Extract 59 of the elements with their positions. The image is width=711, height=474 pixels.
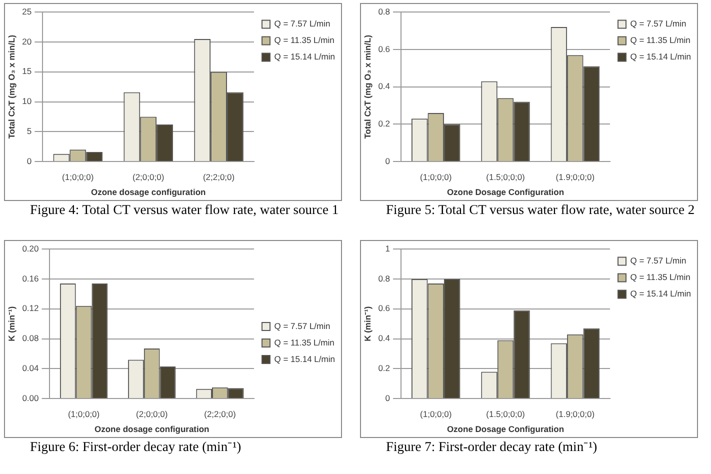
y-tick-label: 0.8: [378, 6, 390, 16]
x-tick-label: (1;0;0;0): [420, 172, 452, 182]
x-tick-label: (1.9;0;0;0): [556, 172, 595, 182]
y-tick-label: 20: [22, 36, 32, 46]
y-tick-label: 0.6: [378, 303, 390, 314]
y-tick-label: 0.8: [378, 273, 390, 284]
y-tick-label: 15: [22, 66, 32, 76]
legend-label: Q = 15.14 L/min: [630, 52, 692, 62]
x-axis-title: Ozone dosage configuration: [90, 187, 206, 198]
x-tick-label: (2;0;0;0): [132, 172, 164, 182]
legend-label: Q = 7.57 L/min: [274, 320, 331, 331]
x-tick-label: (2;2;0;0): [204, 409, 236, 420]
y-axis-title: Total CxT (mg O₃ x min/L): [362, 34, 372, 139]
y-tick-label: 10: [22, 96, 32, 106]
legend-label: Q = 15.14 L/min: [630, 288, 692, 299]
x-tick-label: (2;0;0;0): [136, 409, 168, 420]
x-axis-title: Ozone Dosage Configuration: [446, 424, 564, 434]
y-tick-label: 0.2: [378, 118, 390, 129]
y-tick-label: 0.6: [378, 44, 390, 54]
y-tick-label: 1: [385, 243, 390, 254]
y-tick-label: 0.04: [22, 363, 40, 374]
x-tick-label: (1.9;0;0;0): [556, 409, 595, 420]
y-tick-label: 25: [22, 6, 32, 16]
x-tick-label: (1.5;0;0;0): [486, 172, 526, 182]
legend-label: Q = 15.14 L/min: [274, 354, 336, 364]
x-tick-label: (1;0;0;0): [62, 172, 94, 182]
legend-label: Q = 7.57 L/min: [630, 18, 687, 29]
y-tick-label: 0.00: [22, 392, 40, 403]
x-tick-label: (1;0;0;0): [420, 409, 452, 420]
y-tick-label: 0: [385, 156, 390, 166]
legend-label: Q = 15.14 L/min: [274, 52, 336, 62]
y-tick-label: 0.4: [378, 333, 390, 344]
x-tick-label: (2;2;0;0): [202, 172, 235, 182]
x-axis-title: Ozone dosage configuration: [94, 424, 210, 434]
y-axis-title: K (min⁻¹): [6, 306, 16, 342]
legend-label: Q = 7.57 L/min: [630, 256, 687, 266]
text: Figure 4: Total CT versus water flow rate, water source 1: [30, 202, 340, 217]
y-tick-label: 0: [26, 156, 32, 166]
legend-label: Q = 7.57 L/min: [274, 18, 331, 29]
legend-label: Q = 11.35 L/min: [630, 272, 691, 282]
legend-label: Q = 11.35 L/min: [630, 35, 691, 46]
y-tick-label: 0.2: [378, 363, 390, 374]
y-tick-label: 0.4: [378, 81, 390, 92]
y-tick-label: 0.16: [22, 273, 40, 284]
legend-label: Q = 11.35 L/min: [274, 337, 335, 348]
y-tick-label: 5: [26, 126, 32, 136]
y-tick-label: 0.12: [22, 303, 40, 314]
text: Figure 5: Total CT versus water flow rate, water source 2: [386, 202, 696, 217]
x-axis-title: Ozone Dosage Configuration: [446, 187, 564, 198]
y-axis-title: Total CxT (mg O₃ x min/L): [6, 34, 16, 139]
x-tick-label: (1.5;0;0;0): [486, 409, 526, 420]
legend-label: Q = 11.35 L/min: [274, 35, 335, 46]
x-tick-label: (1;0;0;0): [68, 409, 100, 420]
y-tick-label: 0.20: [22, 243, 40, 254]
y-tick-label: 0: [385, 392, 390, 403]
y-axis-title: K (min⁻¹): [362, 306, 372, 342]
y-tick-label: 0.08: [22, 333, 40, 344]
text: Figure 6: First-order decay rate (min⁻¹): [30, 439, 242, 454]
text: Figure 7: First-order decay rate (min⁻¹): [386, 439, 598, 454]
